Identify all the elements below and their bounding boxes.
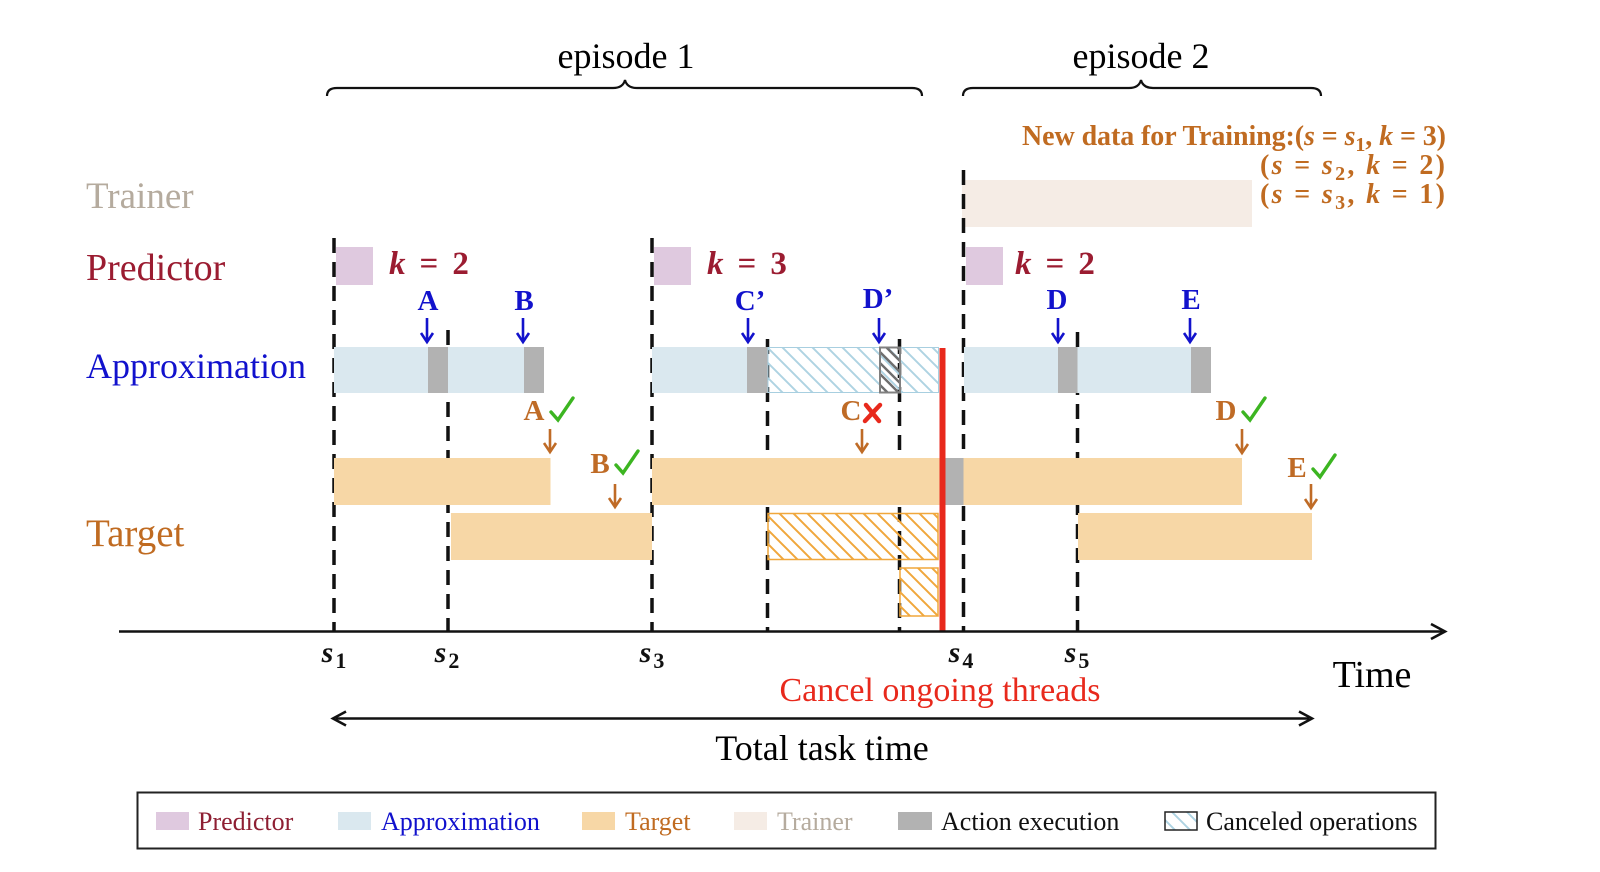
svg-text:New data for Training:(s = s1,: New data for Training:(s = s1, k = 3) (1022, 121, 1446, 156)
svg-text:s3: s3 (639, 636, 665, 673)
svg-text:Total task time: Total task time (715, 728, 928, 768)
svg-text:B: B (590, 448, 609, 480)
svg-text:D: D (1047, 284, 1068, 316)
svg-text:C’: C’ (735, 285, 766, 317)
svg-text:episode 2: episode 2 (1073, 36, 1210, 76)
svg-text:Action execution: Action execution (941, 807, 1119, 836)
svg-text:episode 1: episode 1 (558, 36, 695, 76)
svg-text:s5: s5 (1064, 636, 1090, 673)
svg-text:Trainer: Trainer (777, 807, 853, 836)
svg-text:Approximation: Approximation (381, 807, 540, 836)
svg-text:A: A (418, 285, 439, 317)
svg-text:s1: s1 (321, 636, 347, 673)
svg-text:Time: Time (1333, 654, 1412, 696)
svg-text:k=3: k = 3 (707, 246, 787, 282)
svg-text:k=2: k = 2 (389, 246, 469, 282)
svg-text:Canceled operations: Canceled operations (1206, 807, 1418, 836)
svg-text:k=2: k = 2 (1015, 246, 1095, 282)
svg-text:E: E (1287, 452, 1306, 484)
svg-text:Predictor: Predictor (198, 807, 294, 836)
svg-text:Trainer: Trainer (86, 176, 194, 217)
svg-text:C: C (841, 395, 862, 427)
svg-text:E: E (1181, 284, 1200, 316)
svg-text:A: A (524, 395, 545, 427)
svg-text:B: B (514, 285, 533, 317)
svg-text:Approximation: Approximation (86, 346, 306, 386)
svg-text:Cancel ongoing threads: Cancel ongoing threads (779, 672, 1100, 709)
svg-text:D’: D’ (863, 283, 894, 315)
svg-text:D: D (1216, 395, 1237, 427)
svg-text:(s = s2, k = 2): (s = s 2, k = 2) (1260, 150, 1445, 185)
svg-text:Predictor: Predictor (86, 247, 226, 289)
svg-text:Target: Target (86, 512, 185, 555)
svg-text:(s = s3, k = 1): (s = s 3, k = 1) (1260, 179, 1445, 214)
svg-text:s2: s2 (434, 636, 460, 673)
svg-text:s4: s4 (948, 636, 974, 673)
svg-text:Target: Target (625, 807, 691, 836)
